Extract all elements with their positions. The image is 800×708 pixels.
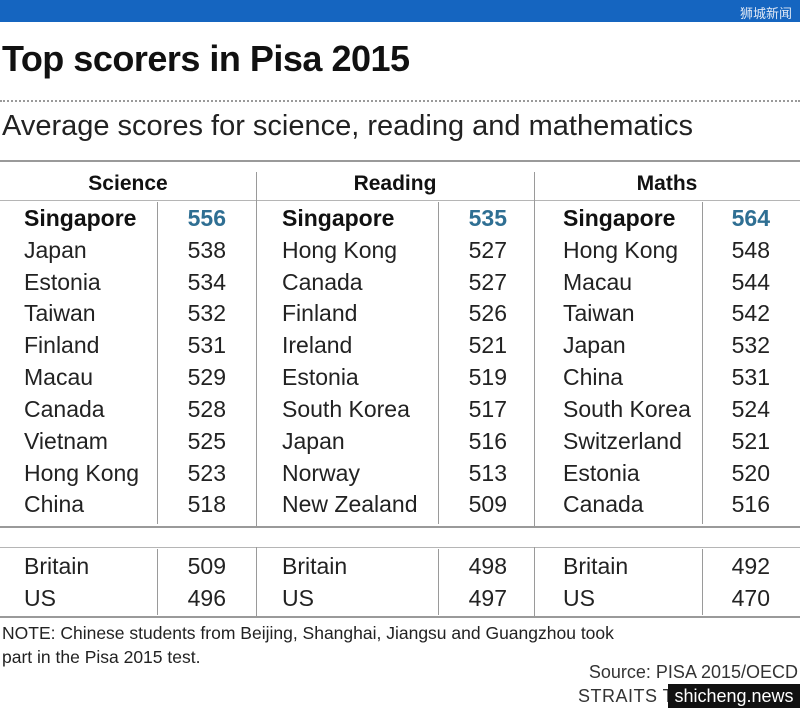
page-subtitle: Average scores for science, reading and … xyxy=(2,110,693,142)
science-row-country: Macau xyxy=(24,364,94,390)
subdivider-reading xyxy=(438,202,439,524)
science-row-country: Singapore xyxy=(24,205,137,231)
science-row-score: 529 xyxy=(187,364,226,390)
divider-1b xyxy=(256,547,257,617)
maths-extra-row-country: US xyxy=(563,585,595,611)
column-header-maths: Maths xyxy=(636,172,698,195)
subdivider-reading-b xyxy=(438,549,439,615)
table-top-rule xyxy=(0,160,800,162)
column-header-reading: Reading xyxy=(353,172,437,195)
science-extra-row-score: 509 xyxy=(187,553,226,579)
maths-extra-row-country: Britain xyxy=(563,553,629,579)
top-bar: 狮城新闻 xyxy=(0,0,800,22)
maths-row-score: 532 xyxy=(731,332,770,358)
maths-row-country: Singapore xyxy=(563,205,676,231)
reading-extra-row-country: US xyxy=(282,585,314,611)
watermark-badge: shicheng.news xyxy=(668,684,800,708)
reading-row-score: 517 xyxy=(468,396,507,422)
science-row-country: Taiwan xyxy=(24,300,96,326)
divider-1 xyxy=(256,172,257,527)
divider-2b xyxy=(534,547,535,617)
reading-row-country: New Zealand xyxy=(282,491,418,517)
maths-row-country: Japan xyxy=(563,332,626,358)
science-row-country: Canada xyxy=(24,396,105,422)
dotted-divider xyxy=(0,100,800,102)
maths-row-country: Hong Kong xyxy=(563,237,679,263)
note-text: NOTE: Chinese students from Beijing, Sha… xyxy=(2,623,614,667)
extra-top-rule xyxy=(0,547,800,548)
science-row-country: Hong Kong xyxy=(24,460,140,486)
maths-row-country: Taiwan xyxy=(563,300,635,326)
maths-row-country: Estonia xyxy=(563,460,640,486)
maths-row-country: Macau xyxy=(563,269,633,295)
science-row-score: 523 xyxy=(187,460,226,486)
maths-row-score: 542 xyxy=(731,300,770,326)
maths-row-country: South Korea xyxy=(563,396,691,422)
science-row-score: 534 xyxy=(187,269,226,295)
subdivider-maths xyxy=(702,202,703,524)
science-row-score: 518 xyxy=(187,491,226,517)
maths-row-country: China xyxy=(563,364,624,390)
reading-row-country: Ireland xyxy=(282,332,353,358)
science-row-score: 556 xyxy=(187,205,226,231)
science-row-country: Vietnam xyxy=(24,428,108,454)
reading-row-score: 527 xyxy=(468,237,507,263)
science-row-score: 528 xyxy=(187,396,226,422)
maths-row-score: 531 xyxy=(731,364,770,390)
maths-row-score: 516 xyxy=(731,491,770,517)
reading-row-score: 527 xyxy=(468,269,507,295)
reading-row-country: Singapore xyxy=(282,205,395,231)
reading-row-score: 526 xyxy=(468,300,507,326)
maths-extra-row-score: 492 xyxy=(731,553,770,579)
reading-row-country: Norway xyxy=(282,460,360,486)
page-title: Top scorers in Pisa 2015 xyxy=(2,38,410,79)
maths-row-score: 564 xyxy=(731,205,770,231)
main-bottom-rule xyxy=(0,526,800,528)
subdivider-science-b xyxy=(157,549,158,615)
table-bottom-rule xyxy=(0,616,800,618)
header-rule xyxy=(0,200,800,201)
divider-2 xyxy=(534,172,535,527)
reading-row-score: 521 xyxy=(468,332,507,358)
maths-row-score: 548 xyxy=(731,237,770,263)
reading-row-score: 535 xyxy=(468,205,507,231)
reading-extra-row-country: Britain xyxy=(282,553,348,579)
reading-row-score: 516 xyxy=(468,428,507,454)
reading-row-country: Hong Kong xyxy=(282,237,398,263)
subdivider-science xyxy=(157,202,158,524)
reading-row-country: Finland xyxy=(282,300,358,326)
science-row-score: 531 xyxy=(187,332,226,358)
maths-row-score: 520 xyxy=(731,460,770,486)
science-row-score: 532 xyxy=(187,300,226,326)
reading-row-country: Japan xyxy=(282,428,345,454)
maths-row-score: 524 xyxy=(731,396,770,422)
reading-row-country: Estonia xyxy=(282,364,359,390)
science-row-country: China xyxy=(24,491,85,517)
science-row-country: Estonia xyxy=(24,269,101,295)
reading-row-score: 519 xyxy=(468,364,507,390)
maths-row-score: 521 xyxy=(731,428,770,454)
maths-row-country: Switzerland xyxy=(563,428,682,454)
source-credit: Source: PISA 2015/OECD xyxy=(588,662,798,682)
top-watermark: 狮城新闻 xyxy=(739,6,792,21)
maths-extra-row-score: 470 xyxy=(731,585,770,611)
maths-row-score: 544 xyxy=(731,269,770,295)
publisher-credit: STRAITS TI xyxy=(578,686,680,706)
science-row-country: Finland xyxy=(24,332,100,358)
reading-row-country: Canada xyxy=(282,269,363,295)
reading-row-score: 513 xyxy=(468,460,507,486)
reading-row-country: South Korea xyxy=(282,396,410,422)
reading-extra-row-score: 497 xyxy=(468,585,507,611)
maths-row-country: Canada xyxy=(563,491,644,517)
science-extra-row-score: 496 xyxy=(187,585,226,611)
science-extra-row-country: US xyxy=(24,585,56,611)
reading-extra-row-score: 498 xyxy=(468,553,507,579)
science-row-country: Japan xyxy=(24,237,87,263)
science-row-score: 538 xyxy=(187,237,226,263)
column-header-science: Science xyxy=(88,172,168,195)
science-row-score: 525 xyxy=(187,428,226,454)
science-extra-row-country: Britain xyxy=(24,553,90,579)
subdivider-maths-b xyxy=(702,549,703,615)
reading-row-score: 509 xyxy=(468,491,507,517)
